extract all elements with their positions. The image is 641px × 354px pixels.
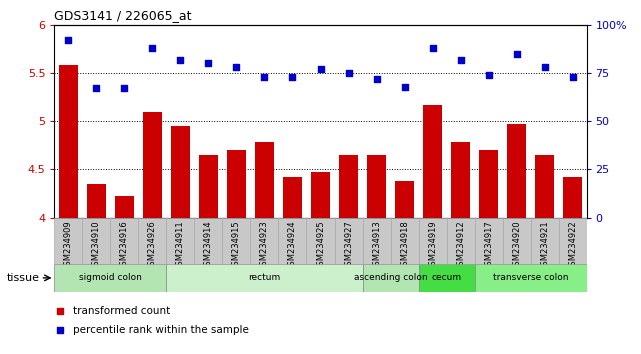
Text: GSM234925: GSM234925 <box>316 220 325 271</box>
Bar <box>167 264 363 292</box>
Bar <box>422 105 442 218</box>
Text: sigmoid colon: sigmoid colon <box>79 273 142 282</box>
Bar <box>395 181 414 218</box>
Bar <box>194 218 222 264</box>
Text: GSM234915: GSM234915 <box>232 220 241 271</box>
Point <box>203 61 213 66</box>
Bar <box>503 218 531 264</box>
Bar <box>283 177 303 218</box>
Bar <box>363 218 390 264</box>
Bar <box>54 218 83 264</box>
Text: percentile rank within the sample: percentile rank within the sample <box>73 325 249 335</box>
Bar <box>474 218 503 264</box>
Text: transverse colon: transverse colon <box>493 273 569 282</box>
Bar <box>251 218 278 264</box>
Bar <box>54 264 167 292</box>
Text: GSM234927: GSM234927 <box>344 220 353 271</box>
Text: GSM234912: GSM234912 <box>456 220 465 271</box>
Point <box>371 76 381 82</box>
Bar <box>171 126 190 218</box>
Bar <box>338 155 358 218</box>
Bar <box>390 218 419 264</box>
Point <box>63 38 74 43</box>
Text: GSM234923: GSM234923 <box>260 220 269 271</box>
Point <box>539 64 549 70</box>
Text: GSM234913: GSM234913 <box>372 220 381 271</box>
Text: GSM234914: GSM234914 <box>204 220 213 271</box>
Bar <box>254 142 274 218</box>
Point <box>512 51 522 57</box>
Bar <box>335 218 363 264</box>
Bar <box>306 218 335 264</box>
Text: GSM234910: GSM234910 <box>92 220 101 271</box>
Bar <box>535 155 554 218</box>
Bar <box>110 218 138 264</box>
Point <box>455 57 465 62</box>
Point <box>92 86 102 91</box>
Text: tissue: tissue <box>6 273 39 283</box>
Bar <box>479 150 498 218</box>
Bar <box>367 155 387 218</box>
Point <box>344 70 354 76</box>
Bar <box>311 172 330 218</box>
Bar <box>451 142 470 218</box>
Text: ascending colon: ascending colon <box>354 273 428 282</box>
Point <box>147 45 158 51</box>
Text: GSM234921: GSM234921 <box>540 220 549 271</box>
Point <box>428 45 438 51</box>
Bar <box>278 218 306 264</box>
Bar <box>87 184 106 218</box>
Bar <box>222 218 251 264</box>
Text: GSM234917: GSM234917 <box>484 220 493 271</box>
Bar <box>563 177 582 218</box>
Text: GSM234916: GSM234916 <box>120 220 129 271</box>
Point <box>399 84 410 89</box>
Bar <box>227 150 246 218</box>
Point <box>231 64 242 70</box>
Point <box>260 74 270 80</box>
Bar <box>199 155 219 218</box>
Bar <box>138 218 167 264</box>
Bar <box>143 112 162 218</box>
Bar <box>167 218 194 264</box>
Text: GDS3141 / 226065_at: GDS3141 / 226065_at <box>54 9 192 22</box>
Bar <box>419 218 447 264</box>
Bar <box>447 218 474 264</box>
Bar <box>115 196 134 218</box>
Point <box>54 308 65 314</box>
Bar <box>531 218 558 264</box>
Bar <box>83 218 110 264</box>
Point <box>315 66 326 72</box>
Text: GSM234918: GSM234918 <box>400 220 409 271</box>
Bar <box>507 124 526 218</box>
Point <box>119 86 129 91</box>
Point <box>567 74 578 80</box>
Text: transformed count: transformed count <box>73 306 171 316</box>
Text: rectum: rectum <box>248 273 281 282</box>
Text: GSM234911: GSM234911 <box>176 220 185 271</box>
Text: cecum: cecum <box>431 273 462 282</box>
Point <box>176 57 186 62</box>
Point <box>54 327 65 333</box>
Text: GSM234919: GSM234919 <box>428 220 437 271</box>
Bar <box>419 264 474 292</box>
Text: GSM234920: GSM234920 <box>512 220 521 271</box>
Bar <box>474 264 587 292</box>
Point <box>483 72 494 78</box>
Bar <box>363 264 419 292</box>
Text: GSM234924: GSM234924 <box>288 220 297 271</box>
Text: GSM234922: GSM234922 <box>568 220 577 271</box>
Text: GSM234926: GSM234926 <box>148 220 157 271</box>
Bar <box>558 218 587 264</box>
Bar <box>59 65 78 218</box>
Point <box>287 74 297 80</box>
Text: GSM234909: GSM234909 <box>64 220 73 271</box>
